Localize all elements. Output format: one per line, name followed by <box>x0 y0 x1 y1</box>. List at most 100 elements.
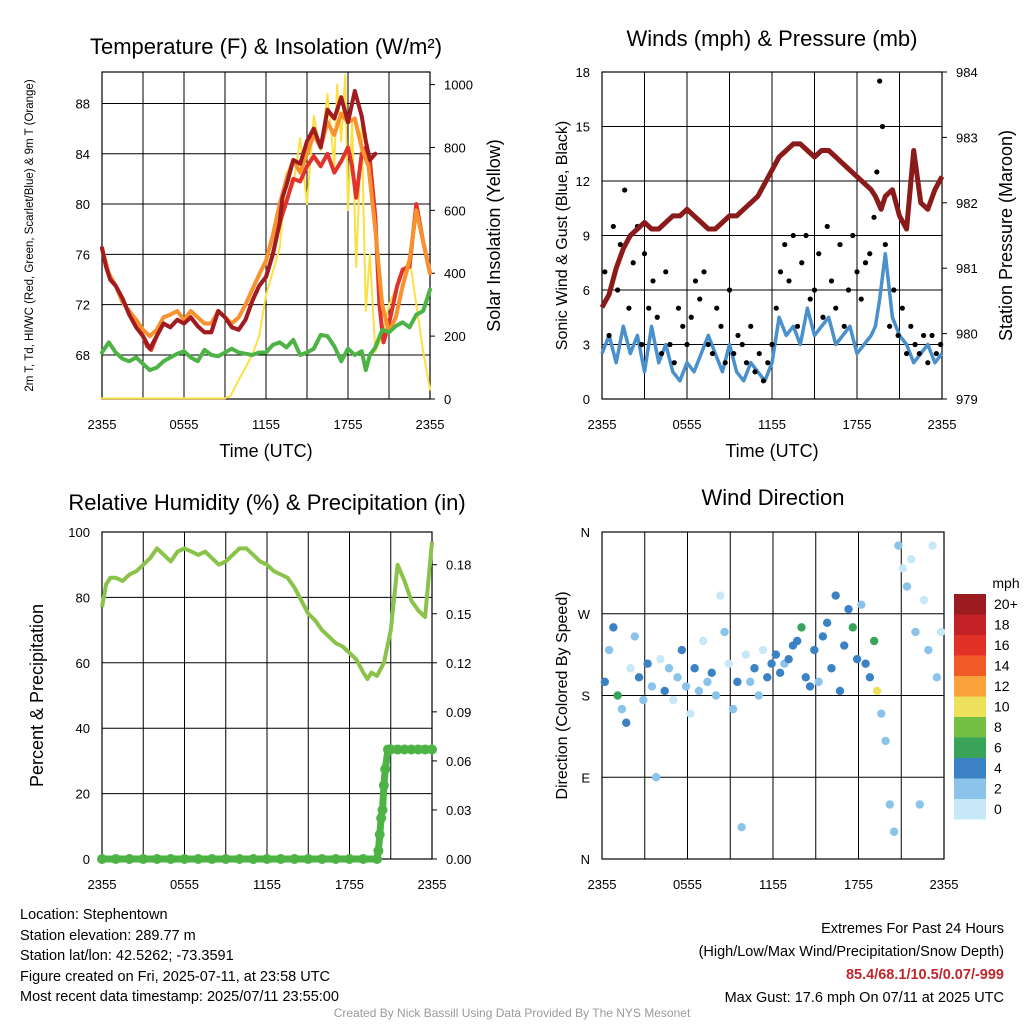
direction-point <box>915 800 924 809</box>
direction-point <box>634 673 644 682</box>
gust-point <box>903 350 910 357</box>
gust-point <box>824 223 830 230</box>
precip-point <box>248 854 259 864</box>
series-line-2 <box>100 111 432 339</box>
y2-tick-label: 981 <box>956 261 978 276</box>
direction-point <box>647 682 657 691</box>
y-tick-label: 6 <box>583 283 590 298</box>
legend-swatch <box>954 635 986 656</box>
direction-point <box>716 591 725 600</box>
y2-tick-label: 0.06 <box>446 754 471 769</box>
direction-point <box>814 677 823 687</box>
x-tick-label: 0555 <box>673 877 702 892</box>
gust-point <box>886 323 893 329</box>
x-tick-label: 1755 <box>844 877 873 892</box>
direction-point <box>771 650 781 659</box>
x-tick-label: 2355 <box>928 417 957 432</box>
direction-point <box>932 673 942 682</box>
gust-point <box>658 350 665 357</box>
legend-label: 6 <box>994 740 1002 756</box>
x-tick-label: 2355 <box>88 417 117 432</box>
direction-point <box>703 677 712 687</box>
series-line-0 <box>101 74 431 400</box>
y-tick-label: 20 <box>76 787 90 802</box>
precip-point <box>380 764 391 775</box>
x-tick-label: 1155 <box>253 877 281 892</box>
gust-point <box>858 296 864 302</box>
y-tick-label: 84 <box>76 147 90 162</box>
precip-point <box>207 854 217 864</box>
direction-point <box>775 668 785 677</box>
direction-point <box>622 718 631 727</box>
precip-point <box>97 854 107 864</box>
direction-point <box>741 650 751 659</box>
gust-point <box>867 251 873 257</box>
direction-point <box>694 686 704 696</box>
gust-point <box>650 278 656 284</box>
gust-point <box>667 341 673 348</box>
direction-point <box>698 636 708 646</box>
gust-point <box>675 305 682 311</box>
precip-point <box>427 744 437 755</box>
y-tick-label: W <box>578 607 591 622</box>
gust-point <box>879 123 886 130</box>
legend-swatch <box>954 778 986 799</box>
direction-point <box>835 686 845 696</box>
precip-point <box>372 854 382 864</box>
precip-point <box>124 854 135 864</box>
precip-point <box>376 813 387 824</box>
precip-point <box>138 854 149 864</box>
precip-point <box>165 854 176 864</box>
y-tick-label: 3 <box>583 338 590 353</box>
direction-point <box>919 595 929 605</box>
direction-point <box>746 677 755 687</box>
gust-point <box>882 241 888 248</box>
gust-point <box>756 350 762 357</box>
precip-point <box>262 854 272 864</box>
direction-point <box>885 800 895 809</box>
y2-tick-label: 0.00 <box>446 852 471 867</box>
gust-point <box>877 78 883 84</box>
y2-tick-label: 0.15 <box>446 607 471 622</box>
panel-title: Winds (mph) & Pressure (mb) <box>627 26 918 51</box>
gust-point <box>743 360 750 366</box>
legend-label: 20+ <box>994 596 1018 612</box>
x-tick-label: 2355 <box>88 877 117 892</box>
wind-direction-panel: N E S W N 2355 0555 1155 1755 2355 Wind Direction D… <box>554 485 958 892</box>
gust-point <box>820 314 826 320</box>
direction-point <box>865 673 875 682</box>
gust-point <box>692 278 699 284</box>
direction-point <box>711 691 721 700</box>
x-tick-label: 2355 <box>588 877 617 892</box>
direction-point <box>626 664 635 673</box>
direction-point <box>767 659 776 668</box>
panel-title: Temperature (F) & Insolation (W/m²) <box>90 34 442 59</box>
precip-point <box>317 854 327 864</box>
gust-point <box>688 314 694 320</box>
gust-point <box>739 341 745 348</box>
direction-point <box>831 591 840 600</box>
direction-point <box>758 645 768 655</box>
direction-point <box>733 677 742 687</box>
figure-created: Figure created on Fri, 2025-07-11, at 23… <box>20 968 331 985</box>
y2-tick-label: 984 <box>956 65 978 80</box>
y-tick-label: 15 <box>576 120 590 135</box>
direction-point <box>877 709 886 718</box>
gust-point <box>782 241 788 248</box>
gust-point <box>731 350 737 357</box>
series-line-3 <box>100 88 378 351</box>
x-tick-label: 1755 <box>843 417 872 432</box>
y-tick-label: 68 <box>76 348 90 363</box>
direction-point <box>827 664 836 673</box>
precip-point <box>413 744 424 755</box>
gust-point <box>925 360 931 366</box>
panel-title: Wind Direction <box>701 485 844 510</box>
direction-point <box>898 564 907 573</box>
gust-point <box>654 314 660 320</box>
gust-point <box>748 323 754 329</box>
y2-tick-label: 0 <box>444 392 451 407</box>
direction-point <box>869 636 879 646</box>
x-tick-label: 0555 <box>170 877 199 892</box>
precip-point <box>234 854 245 864</box>
